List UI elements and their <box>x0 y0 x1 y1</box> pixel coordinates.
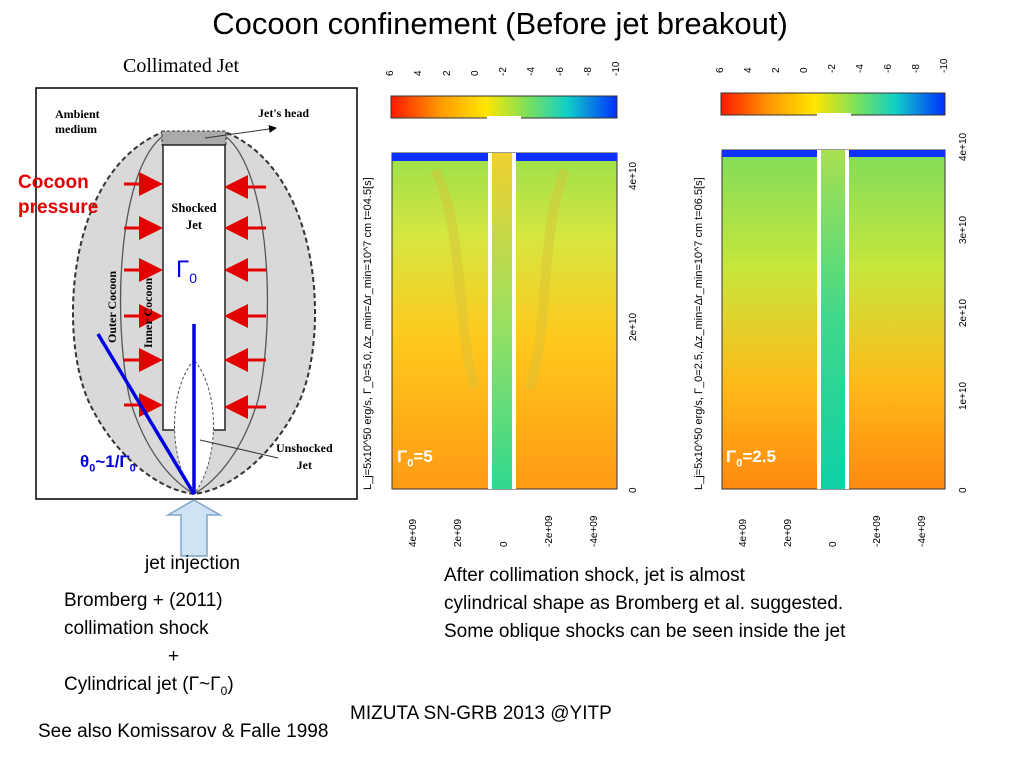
heatmap-panel-2 <box>720 92 946 490</box>
ylabel-1: L_j=5x10^50 erg/s, Γ_0=5.0, Δz_min=Δr_mi… <box>362 177 374 490</box>
collimated-jet-schematic <box>35 87 358 557</box>
opening-angle-line <box>96 333 196 495</box>
reference-text: Bromberg + (2011) collimation shock + Cy… <box>64 590 234 698</box>
jet-channel-2 <box>821 150 845 489</box>
see-also-text: See also Komissarov & Falle 1998 <box>38 721 329 742</box>
schematic-heading: Collimated Jet <box>123 55 240 77</box>
jet-injection-arrow <box>165 499 223 557</box>
jet-channel-1 <box>492 153 512 489</box>
shocked-jet-label: Shocked Jet <box>171 201 217 232</box>
inner-cocoon-line-left <box>119 135 195 495</box>
ylabel-2: L_j=5x10^50 erg/s, Γ_0=2.5, Δz_min=Δr_mi… <box>693 177 705 490</box>
heatmap-panel-1 <box>390 95 618 490</box>
jets-head-shape <box>161 130 227 146</box>
ambient-medium-label: Ambient medium <box>55 107 100 136</box>
panel-label-2: Γ0=2.5 <box>726 447 776 470</box>
opening-angle-label: θ0~1/Γ0 <box>80 452 136 475</box>
inner-cocoon-label: Inner Cocoon <box>141 277 155 348</box>
jet-injection-label: jet injection <box>145 553 241 574</box>
inner-cocoon-line-right <box>193 135 269 495</box>
colorbar-1 <box>390 95 618 119</box>
colorbar-2 <box>720 92 946 116</box>
note-text: After collimation shock, jet is almost c… <box>444 565 846 642</box>
unshocked-jet-label: Unshocked Jet <box>276 441 333 472</box>
cocoon-pressure-arrows-right <box>224 175 266 419</box>
jets-head-label: Jet's head <box>258 106 309 120</box>
slide-title: Cocoon confinement (Before jet breakout) <box>212 6 788 41</box>
panel-label-1: Γ0=5 <box>397 447 433 470</box>
outer-cocoon-label: Outer Cocoon <box>105 270 119 343</box>
footer-text: MIZUTA SN-GRB 2013 @YITP <box>350 703 612 724</box>
cocoon-pressure-label: Cocoon pressure <box>18 172 99 218</box>
gamma0-label: Γ0 <box>176 256 198 286</box>
